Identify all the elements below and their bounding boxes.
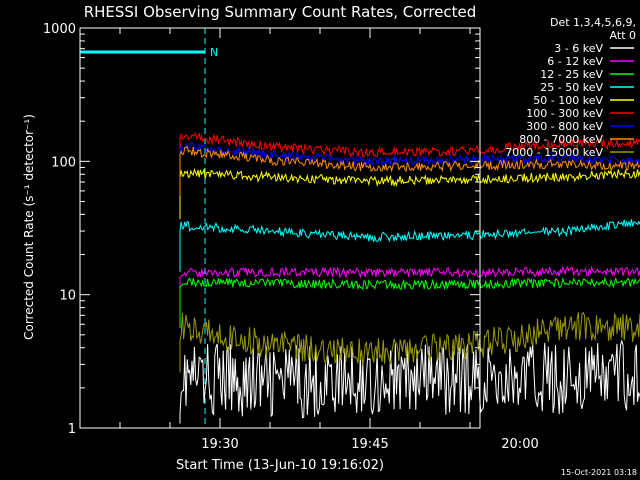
series-800-7000-kev	[179, 145, 640, 197]
plot-frame	[79, 27, 481, 429]
x-tick-label: 20:00	[501, 437, 538, 452]
legend-entry-label: 12 - 25 keV	[540, 68, 603, 81]
legend-entry-label: 100 - 300 keV	[526, 107, 603, 120]
legend-entry-label: 300 - 800 keV	[526, 120, 603, 133]
series-100-300-kev	[179, 131, 640, 182]
y-tick-label: 1000	[43, 22, 76, 37]
series-50-100-kev	[179, 167, 640, 220]
y-tick-label: 10	[59, 289, 76, 304]
x-tick-label: 19:30	[201, 437, 238, 452]
series-25-50-kev	[179, 219, 640, 272]
series-6-12-kev	[179, 265, 640, 320]
series-trace	[179, 145, 640, 197]
series-7000-15000-kev	[179, 311, 640, 373]
series-trace	[179, 141, 640, 192]
series-3-6-kev	[179, 339, 640, 424]
chart-title: RHESSI Observing Summary Count Rates, Co…	[84, 3, 477, 21]
orbit-annotation: N	[210, 46, 218, 59]
series-trace	[179, 339, 640, 424]
series-300-800-kev	[179, 141, 640, 192]
legend-header-line-1: Det 1,3,4,5,6,9,	[550, 16, 636, 29]
series-trace	[179, 265, 640, 320]
x-tick-label: 19:45	[351, 437, 388, 452]
footer-timestamp: 15-Oct-2021 03:18	[561, 468, 637, 477]
legend-header-line-2: Att 0	[610, 29, 636, 42]
legend-entry-label: 50 - 100 keV	[533, 94, 603, 107]
series-12-25-kev	[179, 276, 640, 328]
y-tick-label: 1	[68, 422, 76, 437]
legend-entry-label: 6 - 12 keV	[547, 55, 603, 68]
series-trace	[179, 219, 640, 272]
y-tick-label: 100	[51, 155, 76, 170]
series-trace	[179, 276, 640, 328]
legend-entry-label: 3 - 6 keV	[554, 42, 603, 55]
x-axis-label: Start Time (13-Jun-10 19:16:02)	[176, 458, 384, 473]
legend-entry-label: 25 - 50 keV	[540, 81, 603, 94]
series-trace	[179, 167, 640, 220]
series-trace	[179, 131, 640, 182]
y-axis-label: Corrected Count Rate (s⁻¹ detector⁻¹)	[22, 114, 36, 340]
legend-entry-label: 800 - 7000 keV	[519, 133, 603, 146]
series-trace	[179, 311, 640, 373]
legend-entry-label: 7000 - 15000 keV	[505, 146, 603, 159]
